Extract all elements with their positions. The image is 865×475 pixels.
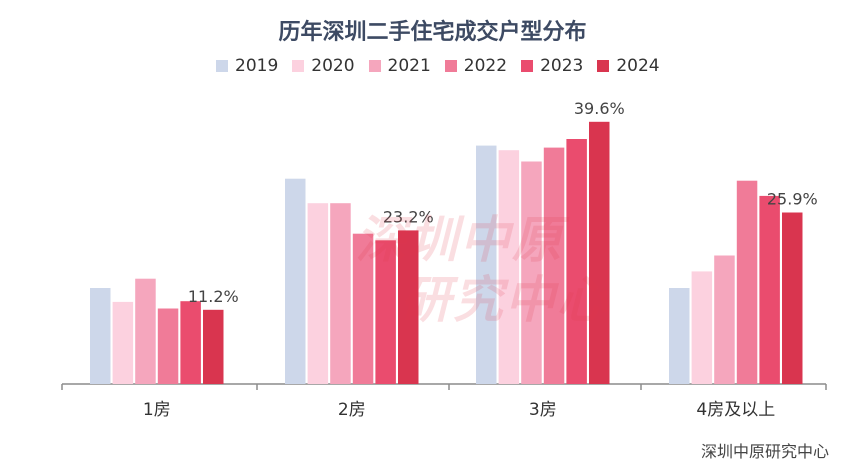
legend-swatch — [597, 60, 610, 72]
data-label: 25.9% — [767, 190, 818, 209]
legend-label: 2021 — [387, 56, 431, 76]
bar-1房-2021 — [135, 278, 156, 384]
bar-1房-2019 — [90, 288, 111, 384]
bar-4房及以上-2020 — [691, 271, 713, 384]
x-tick-label: 1房 — [143, 400, 171, 420]
bar-1房-2024 — [203, 309, 224, 384]
bar-3房-2021 — [521, 161, 542, 384]
bar-4房及以上-2024 — [782, 212, 803, 384]
legend-label: 2020 — [311, 56, 355, 76]
chart-title: 历年深圳二手住宅成交户型分布 — [278, 20, 587, 45]
bar-1房-2020 — [112, 301, 134, 384]
legend-item-2021: 2021 — [368, 56, 431, 76]
bar-2房-2020 — [307, 203, 329, 384]
legend-item-2024: 2024 — [597, 56, 660, 76]
legend-label: 2019 — [235, 56, 279, 76]
x-tick-label: 4房及以上 — [696, 400, 775, 420]
legend-label: 2022 — [463, 56, 508, 76]
x-tick-label: 2房 — [338, 400, 366, 420]
legend-item-2019: 2019 — [216, 56, 278, 76]
data-label: 23.2% — [383, 207, 434, 226]
legend: 2019 2020 2021 2022 2023 2024 — [216, 56, 660, 76]
bar-2房-2021 — [330, 203, 351, 384]
bar-3房-2022 — [543, 147, 565, 384]
legend-item-2020: 2020 — [292, 56, 355, 76]
legend-label: 2024 — [616, 56, 660, 76]
bar-4房及以上-2019 — [669, 288, 690, 384]
legend-label: 2023 — [540, 56, 584, 76]
data-label: 39.6% — [574, 99, 625, 118]
bar-2房-2019 — [285, 178, 306, 384]
bar-4房及以上-2023 — [759, 195, 780, 384]
bar-2房-2024 — [398, 230, 419, 384]
bar-1房-2022 — [157, 308, 179, 384]
legend-swatch — [216, 60, 228, 72]
legend-swatch — [444, 60, 457, 72]
bar-2房-2022 — [352, 233, 374, 384]
legend-swatch — [292, 60, 305, 72]
bar-2房-2023 — [375, 240, 396, 384]
bar-4房及以上-2022 — [736, 180, 758, 384]
bar-3房-2023 — [566, 139, 587, 384]
legend-swatch — [521, 60, 534, 72]
legend-item-2022: 2022 — [444, 56, 508, 76]
bar-4房及以上-2021 — [714, 255, 735, 384]
bar-3房-2019 — [476, 145, 497, 384]
data-label: 11.2% — [188, 287, 239, 306]
bar-3房-2020 — [498, 150, 520, 384]
legend-item-2023: 2023 — [521, 56, 583, 76]
bar-3房-2024 — [589, 121, 610, 385]
bar-1房-2023 — [180, 301, 201, 384]
x-tick-label: 3房 — [529, 400, 557, 420]
legend-swatch — [368, 60, 381, 72]
source-note: 深圳中原研究中心 — [700, 442, 829, 461]
